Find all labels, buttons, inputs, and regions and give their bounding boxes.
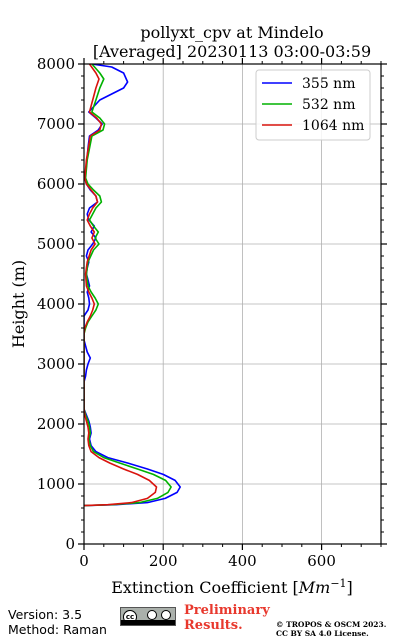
x-tick-label: 200 (149, 552, 178, 570)
version-text: Version: 3.5 (8, 607, 83, 622)
by-icon (147, 610, 157, 620)
x-tick-label: 600 (307, 552, 336, 570)
legend-label: 1064 nm (302, 118, 364, 134)
y-tick-label: 7000 (37, 115, 75, 133)
axis-ticks: 0 200 400 600010002000300040005000600070008… (37, 55, 387, 570)
prelim-line1: Preliminary (184, 603, 270, 618)
copyright-line2: CC BY SA 4.0 License. (276, 629, 369, 638)
y-tick-label: 1000 (37, 475, 75, 493)
x-tick-label: 400 (228, 552, 257, 570)
profile-lines (84, 64, 181, 507)
y-tick-label: 6000 (37, 175, 75, 193)
legend: 355 nm 532 nm 1064 nm (255, 69, 371, 141)
y-axis-label: Height (m) (9, 260, 28, 348)
copyright-line1: © TROPOS & OSCM 2023. (276, 620, 387, 629)
chart-title-line1: pollyxt_cpv at Mindelo (140, 23, 323, 42)
y-tick-label: 5000 (37, 235, 75, 253)
copyright-note: © TROPOS & OSCM 2023. CC BY SA 4.0 Licen… (276, 620, 386, 638)
y-tick-label: 0 (65, 535, 75, 553)
y-tick-label: 3000 (37, 355, 75, 373)
sa-icon (161, 610, 171, 620)
prelim-line2: Results. (184, 618, 243, 633)
legend-label: 355 nm (302, 76, 355, 92)
legend-label: 532 nm (302, 97, 355, 113)
method-text: Method: Raman (8, 622, 107, 637)
x-axis-label: Extinction Coefficient [Mm−1] (111, 577, 353, 597)
y-tick-label: 4000 (37, 295, 75, 313)
cc-license-badge: cc (120, 607, 176, 626)
preliminary-results-note: Preliminary Results. (184, 603, 270, 633)
chart-title-line2: [Averaged] 20230113 03:00-03:59 (93, 42, 371, 61)
y-tick-label: 2000 (37, 415, 75, 433)
legend-box (255, 69, 371, 141)
series-line-532-nm (84, 64, 172, 507)
series-line-1064-nm (84, 64, 158, 507)
y-tick-label: 8000 (37, 55, 75, 73)
x-tick-label: 0 (79, 552, 89, 570)
